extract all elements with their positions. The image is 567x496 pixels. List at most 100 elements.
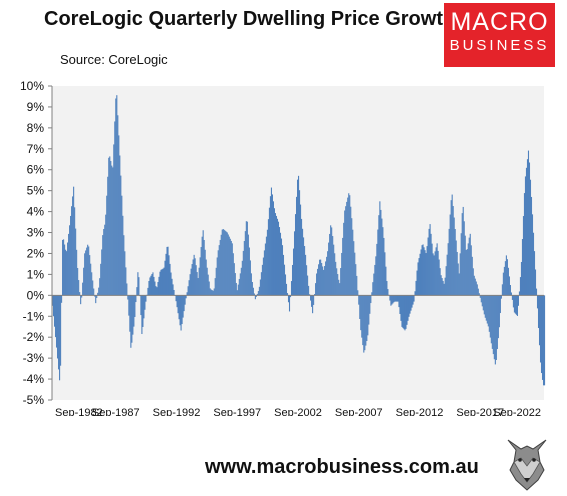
chart-bar xyxy=(391,295,393,305)
chart-bar xyxy=(259,279,261,296)
chart-bar xyxy=(472,268,474,296)
chart-bar xyxy=(423,247,425,296)
chart-bar xyxy=(102,235,104,296)
chart-bar xyxy=(506,259,508,296)
chart-bar xyxy=(253,293,255,296)
chart-bar xyxy=(106,195,108,296)
x-tick-label: Sep-1982 xyxy=(55,407,103,416)
chart-bar xyxy=(532,232,535,296)
chart-bar xyxy=(424,250,426,296)
chart-bar xyxy=(194,258,196,296)
chart-bar xyxy=(512,295,514,308)
chart-bar xyxy=(399,295,401,314)
chart-bar xyxy=(226,232,228,296)
chart-bar xyxy=(163,267,165,296)
chart-bar xyxy=(409,295,411,314)
chart-bar xyxy=(526,159,529,296)
chart-bar xyxy=(464,235,466,296)
chart-bar xyxy=(400,295,402,321)
chart-bar xyxy=(177,295,179,314)
chart-bar xyxy=(489,295,491,338)
chart-bar xyxy=(291,264,294,296)
chart-bar xyxy=(87,244,89,296)
chart-bar xyxy=(209,288,211,296)
chart-bar xyxy=(244,231,246,296)
chart-bar xyxy=(360,295,362,331)
chart-bar xyxy=(193,254,195,296)
chart-bar xyxy=(260,272,262,296)
chart-bar xyxy=(371,292,373,296)
chart-bar xyxy=(171,278,173,296)
chart-bar xyxy=(338,279,340,296)
chart-bar xyxy=(127,295,129,300)
x-tick-label: Sep-1997 xyxy=(213,407,261,416)
chart-bar xyxy=(266,229,268,296)
chart-bar xyxy=(264,243,266,296)
chart-bar xyxy=(322,266,324,296)
chart-bar xyxy=(536,295,539,309)
chart-bar xyxy=(447,243,449,296)
chart-bar xyxy=(74,207,76,296)
chart-bar xyxy=(153,276,155,296)
chart-bar xyxy=(119,155,121,296)
chart-bar xyxy=(69,225,71,296)
chart-bar xyxy=(422,244,424,296)
chart-bar xyxy=(212,290,214,296)
chart-bar xyxy=(384,252,386,296)
y-tick-label: -4% xyxy=(23,372,45,386)
chart-bar xyxy=(211,290,213,296)
chart-bar xyxy=(510,292,512,296)
chart-bar xyxy=(303,237,305,296)
chart-bar xyxy=(175,295,177,302)
chart-bar xyxy=(130,295,132,348)
chart-bar xyxy=(361,295,363,338)
chart-bar xyxy=(494,295,496,365)
chart-bar xyxy=(115,98,117,296)
chart-bar xyxy=(343,222,345,296)
chart-bar xyxy=(289,295,292,298)
chart-bar xyxy=(372,282,374,296)
chart-bar xyxy=(255,295,257,297)
chart-bar xyxy=(292,248,295,296)
chart-bar xyxy=(413,295,415,302)
chart-bar xyxy=(406,295,408,325)
chart-bar xyxy=(199,257,201,296)
chart-bar xyxy=(108,157,110,296)
chart-bar xyxy=(440,275,442,296)
chart-bar xyxy=(172,284,174,296)
chart-bar xyxy=(285,283,288,296)
chart-bar xyxy=(205,259,207,296)
chart-bar xyxy=(459,253,461,296)
chart-bar xyxy=(446,254,448,296)
chart-bar xyxy=(118,135,120,296)
y-tick-label: 5% xyxy=(27,184,45,198)
chart-bar xyxy=(474,278,476,296)
chart-bar xyxy=(274,213,277,296)
logo-line-2: BUSINESS xyxy=(449,37,550,54)
chart-bar xyxy=(160,269,162,296)
chart-bar xyxy=(287,295,290,303)
chart-bar xyxy=(456,251,458,296)
chart-bar xyxy=(237,284,239,296)
chart-bar xyxy=(329,233,331,296)
chart-bar xyxy=(375,256,377,296)
chart-bar xyxy=(232,253,234,296)
chart-bar xyxy=(505,255,507,296)
wolf-logo-icon xyxy=(500,436,554,492)
chart-bar xyxy=(288,295,291,312)
chart-bar xyxy=(352,229,354,296)
chart-bar xyxy=(488,295,490,332)
chart-bar xyxy=(134,295,136,317)
chart-bar xyxy=(239,273,241,296)
chart-bar xyxy=(508,276,510,296)
chart-bar xyxy=(281,245,284,296)
chart-bar xyxy=(511,295,513,300)
chart-bar xyxy=(408,295,410,317)
chart-bar xyxy=(355,264,357,296)
chart-bar xyxy=(136,287,138,296)
x-tick-label: Sep-2012 xyxy=(396,407,444,416)
chart-bar xyxy=(383,237,385,296)
chart-bar xyxy=(124,251,126,296)
chart-bar xyxy=(170,272,172,296)
chart-bar xyxy=(200,247,202,296)
